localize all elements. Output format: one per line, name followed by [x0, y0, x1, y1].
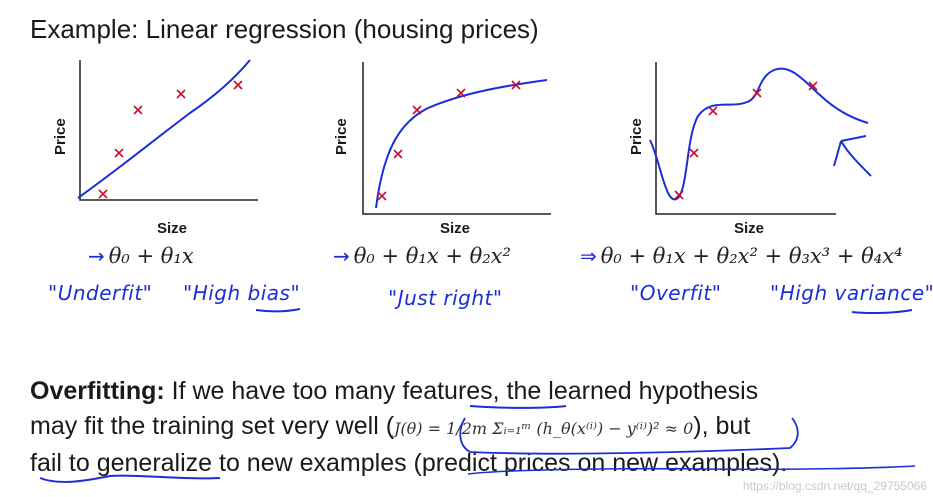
ylabel-plot2: Price [333, 118, 350, 155]
hypothesis-text: θ₀ + θ₁x [108, 244, 194, 268]
plot-underfit [60, 58, 260, 218]
fit-curve [375, 79, 548, 209]
fit-curve [649, 67, 869, 201]
plot-just-right [343, 58, 553, 218]
data-point [233, 80, 243, 90]
axes [655, 62, 836, 215]
data-point [98, 189, 108, 199]
overfitting-paragraph: Overfitting: If we have too many feature… [30, 374, 920, 481]
arrow-icon: → [88, 244, 105, 268]
data-points [98, 80, 243, 199]
slide-title: Example: Linear regression (housing pric… [30, 14, 539, 44]
annotation-high-bias: "High bias" [183, 281, 301, 305]
data-point [808, 81, 818, 91]
hypothesis-text: θ₀ + θ₁x + θ₂x² [353, 244, 511, 268]
paragraph-lead: Overfitting: [30, 377, 165, 405]
paragraph-line2-post: ), but [693, 412, 751, 440]
data-point [456, 88, 466, 98]
underline-high-bias [255, 308, 301, 313]
data-point [708, 106, 718, 116]
plot-overfit [636, 58, 886, 218]
plot-overfit-svg [649, 62, 872, 215]
hypothesis-quartic: ⇒ θ₀ + θ₁x + θ₂x² + θ₃x³ + θ₄x⁴ [580, 244, 903, 268]
arrow-icon: ⇒ [580, 244, 597, 268]
cost-formula: J(θ) = 1/2m Σᵢ₌₁ᵐ (h_θ(x⁽ⁱ⁾) − y⁽ⁱ⁾)² ≈ … [394, 419, 694, 438]
ylabel-plot3: Price [628, 118, 645, 155]
xlabel-plot3: Size [734, 220, 765, 237]
axes [79, 60, 258, 201]
data-point [511, 80, 521, 90]
ylabel-plot1: Price [52, 118, 69, 155]
data-point [133, 105, 143, 115]
plot-underfit-svg [77, 59, 258, 201]
annotation-underfit: "Underfit" [48, 281, 153, 305]
data-point [176, 89, 186, 99]
data-point [752, 88, 762, 98]
paragraph-line1-text: If we have too many features, the learne… [164, 377, 759, 405]
annotation-high-variance: "High variance" [770, 281, 933, 305]
fit-curve [77, 59, 251, 199]
data-point [114, 148, 124, 158]
hypothesis-linear: → θ₀ + θ₁x [88, 244, 194, 268]
arrow-icon: → [333, 244, 350, 268]
data-point [393, 149, 403, 159]
paragraph-line-2: may fit the training set very well (J(θ)… [30, 409, 920, 446]
xlabel-plot2: Size [440, 220, 471, 237]
data-point [412, 105, 422, 115]
data-point [377, 191, 387, 201]
watermark: https://blog.csdn.net/qq_29755066 [742, 479, 927, 493]
annotation-overfit: "Overfit" [630, 281, 722, 305]
plot-just-right-svg [362, 62, 551, 215]
hypothesis-text: θ₀ + θ₁x + θ₂x² + θ₃x³ + θ₄x⁴ [600, 244, 903, 268]
data-point [674, 190, 684, 200]
paragraph-line-1: Overfitting: If we have too many feature… [30, 374, 920, 409]
xlabel-plot1: Size [157, 220, 188, 237]
annotation-just-right: "Just right" [388, 286, 503, 310]
data-points [377, 80, 521, 201]
hand-arrow [833, 135, 872, 177]
paragraph-line-3: fail to generalize to new examples (pred… [30, 449, 788, 477]
data-points [674, 81, 818, 200]
paragraph-line2-pre: may fit the training set very well ( [30, 412, 395, 440]
axes [362, 62, 551, 215]
underline-high-variance [851, 309, 913, 315]
hypothesis-quadratic: → θ₀ + θ₁x + θ₂x² [333, 244, 511, 268]
data-point [689, 148, 699, 158]
